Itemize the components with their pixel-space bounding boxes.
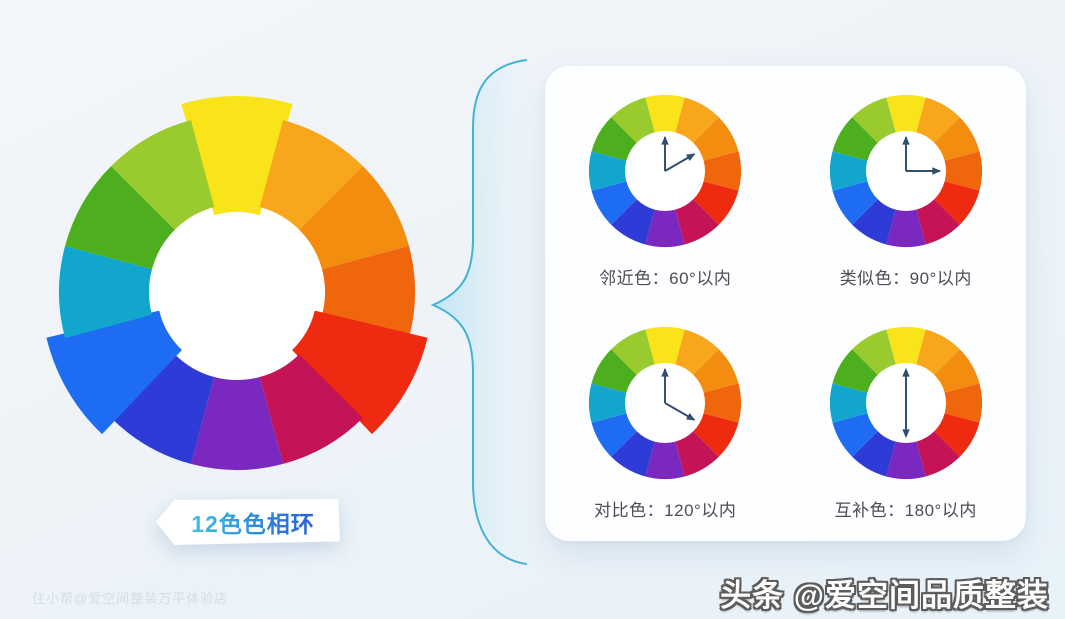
badge-ribbon-shape: 12色色相环 — [156, 499, 340, 545]
scheme-adjacent: 邻近色：60°以内 — [587, 93, 743, 291]
color-schemes-panel: 邻近色：60°以内 类似色：90°以内 对比色：120°以内 互补色：180°以… — [545, 66, 1026, 541]
curly-brace-connector — [430, 59, 542, 565]
watermark-bottom-left: 住小帮@爱空间整装万平体验店 — [32, 591, 229, 606]
main-color-wheel — [46, 96, 428, 470]
scheme-analogous: 类似色：90°以内 — [828, 93, 984, 291]
scheme-contrast-label: 对比色：120°以内 — [594, 501, 737, 520]
adjacent-colors-wheel — [589, 94, 742, 248]
scheme-contrast: 对比色：120°以内 — [587, 325, 743, 523]
main-wheel-label: 12色色相环 — [191, 505, 315, 539]
main-wheel-label-badge: 12色色相环 — [156, 499, 340, 545]
scheme-complementary: 互补色：180°以内 — [828, 325, 984, 523]
scheme-complementary-label: 互补色：180°以内 — [834, 501, 977, 520]
brace-fill — [434, 60, 542, 562]
scheme-analogous-label: 类似色：90°以内 — [839, 269, 972, 288]
contrast-colors-wheel — [589, 326, 742, 480]
complementary-colors-wheel — [829, 326, 982, 480]
brace-outline — [430, 59, 527, 565]
watermark-bottom-right: 头条 @爱空间品质整装 — [720, 578, 1049, 613]
scheme-adjacent-label: 邻近色：60°以内 — [599, 269, 732, 288]
analogous-colors-wheel — [829, 94, 982, 248]
